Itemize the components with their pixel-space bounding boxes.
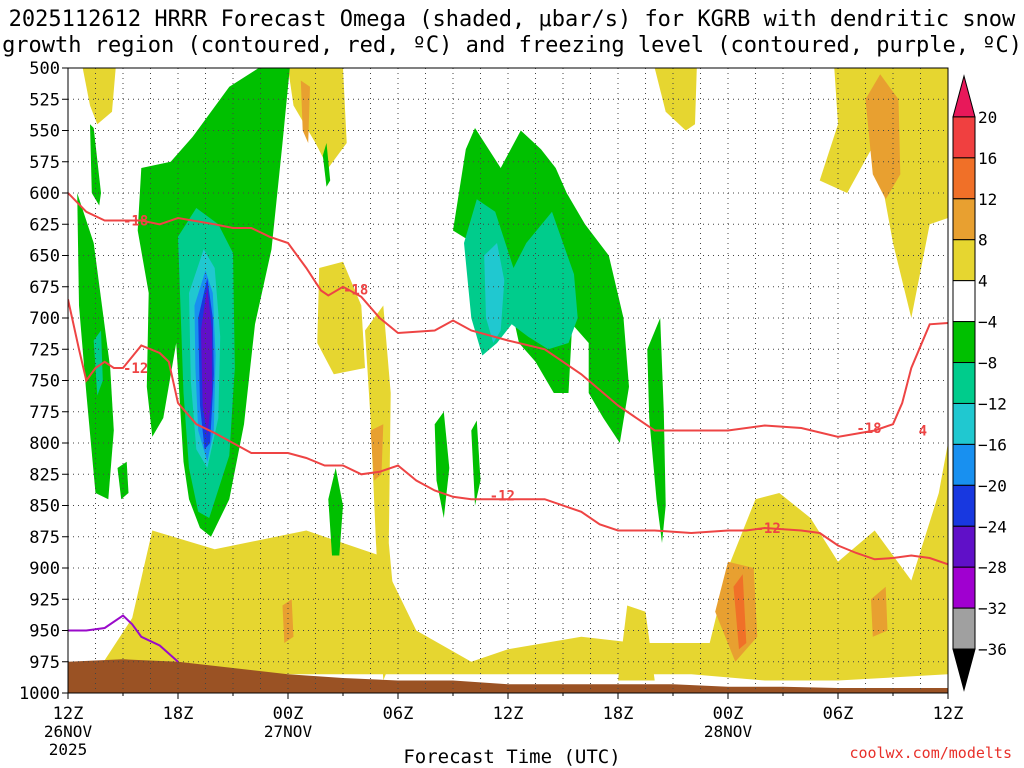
colorbar-label-1: 16	[978, 149, 997, 168]
x-axis-title: Forecast Time (UTC)	[403, 746, 621, 768]
y-tick-label-725: 725	[29, 340, 60, 360]
colorbar-label-8: −16	[978, 435, 1007, 454]
x-tick-label-8: 12Z	[933, 704, 964, 724]
colorbar-bottom-arrow	[952, 648, 976, 692]
contour-label-1: -18	[343, 282, 368, 298]
y-tick-label-1000: 1000	[19, 684, 60, 704]
colorbar-label-6: −8	[978, 354, 997, 373]
x-tick-year-0: 2025	[49, 740, 88, 759]
x-tick-label-4: 12Z	[493, 704, 524, 724]
terrain-fill	[68, 659, 948, 693]
omega-region--4-9	[117, 461, 129, 500]
y-tick-label-600: 600	[29, 184, 60, 204]
colorbar-label-3: 8	[978, 231, 988, 250]
colorbar-swatch-12	[952, 566, 976, 609]
colorbar-label-9: −20	[978, 476, 1007, 495]
colorbar-label-7: −12	[978, 394, 1007, 413]
y-tick-label-625: 625	[29, 215, 60, 235]
x-tick-label-7: 06Z	[823, 704, 854, 724]
colorbar-swatch-7	[952, 362, 976, 404]
omega-region-4-1	[288, 68, 347, 168]
chart-title-line-2: growth region (contoured, red, ºC) and f…	[2, 33, 1022, 58]
x-tick-label-5: 18Z	[603, 704, 634, 724]
omega-region-8-1	[865, 74, 901, 200]
colorbar-label-5: −4	[978, 313, 997, 332]
omega-region--4-7	[471, 420, 481, 506]
omega-region--24-0	[200, 286, 212, 437]
y-tick-label-800: 800	[29, 434, 60, 454]
y-tick-label-975: 975	[29, 653, 60, 673]
omega-region--4-8	[322, 143, 331, 187]
omega-region-8-4	[282, 599, 294, 643]
x-tick-label-0: 12Z	[53, 704, 84, 724]
contour-line-3	[68, 299, 948, 566]
chart-title-line-1: 2025112612 HRRR Forecast Omega (shaded, …	[8, 7, 1016, 32]
contour-line-0	[68, 192, 948, 438]
colorbar-swatch-3	[952, 198, 976, 241]
x-tick-label-6: 00Z	[713, 704, 744, 724]
contour-line-7	[68, 614, 179, 663]
colorbar-label-11: −28	[978, 558, 1007, 577]
y-tick-label-925: 925	[29, 590, 60, 610]
contour-label-6: 4	[919, 424, 927, 440]
colorbar-label-13: −36	[978, 640, 1007, 659]
contour-label-4: -12	[490, 489, 515, 505]
omega-region-4-7	[618, 605, 655, 681]
y-tick-label-675: 675	[29, 278, 60, 298]
colorbar-swatch-13	[952, 607, 976, 650]
colorbar-label-0: 20	[978, 108, 997, 127]
omega-region-4-0	[82, 68, 116, 125]
contour-label-3: -12	[123, 361, 148, 377]
omega-region-4-4	[654, 68, 697, 131]
y-tick-label-825: 825	[29, 465, 60, 485]
omega-region--4-6	[434, 411, 450, 518]
x-tick-label-3: 06Z	[383, 704, 414, 724]
x-tick-date-6: 28NOV	[704, 722, 753, 741]
y-tick-label-850: 850	[29, 497, 60, 517]
colorbar-swatch-9	[952, 443, 976, 486]
y-tick-label-550: 550	[29, 122, 60, 142]
omega-region-4-5	[819, 68, 948, 318]
y-tick-label-775: 775	[29, 403, 60, 423]
y-tick-label-900: 900	[29, 559, 60, 579]
contour-label-0: -18	[123, 214, 148, 230]
colorbar-swatch-10	[952, 484, 976, 527]
colorbar-top-arrow	[952, 74, 976, 118]
credit-text: coolwx.com/modelts	[849, 744, 1012, 762]
colorbar-label-2: 12	[978, 190, 997, 209]
contour-label-5: -12	[756, 521, 781, 537]
y-tick-label-500: 500	[29, 59, 60, 79]
colorbar-label-10: −24	[978, 517, 1007, 536]
y-tick-label-575: 575	[29, 153, 60, 173]
x-tick-label-2: 00Z	[273, 704, 304, 724]
x-tick-date-2: 27NOV	[264, 722, 313, 741]
x-tick-label-1: 18Z	[163, 704, 194, 724]
y-tick-label-525: 525	[29, 90, 60, 110]
colorbar-swatch-1	[952, 116, 976, 159]
y-tick-label-650: 650	[29, 247, 60, 267]
colorbar-label-4: 4	[978, 272, 988, 291]
colorbar-swatch-6	[952, 321, 976, 364]
omega-region--12-1	[484, 243, 505, 343]
y-tick-label-875: 875	[29, 528, 60, 548]
colorbar-swatch-5	[952, 280, 976, 323]
contour-label-2: -18	[856, 421, 881, 437]
y-tick-label-700: 700	[29, 309, 60, 329]
y-tick-label-950: 950	[29, 622, 60, 642]
omega-region-8-5	[370, 424, 384, 481]
omega-region-8-0	[300, 80, 310, 143]
colorbar-swatch-8	[952, 402, 976, 445]
colorbar-label-12: −32	[978, 599, 1007, 618]
colorbar-swatch-11	[952, 525, 976, 568]
colorbar-swatch-4	[952, 239, 976, 282]
colorbar-swatch-2	[952, 157, 976, 200]
omega-region--8-0	[93, 330, 103, 396]
y-tick-label-750: 750	[29, 372, 60, 392]
x-tick-date-0: 26NOV	[44, 722, 93, 741]
omega-region--4-5	[328, 468, 343, 556]
omega-region--4-1	[90, 124, 101, 206]
omega-region-4-2	[317, 261, 365, 375]
